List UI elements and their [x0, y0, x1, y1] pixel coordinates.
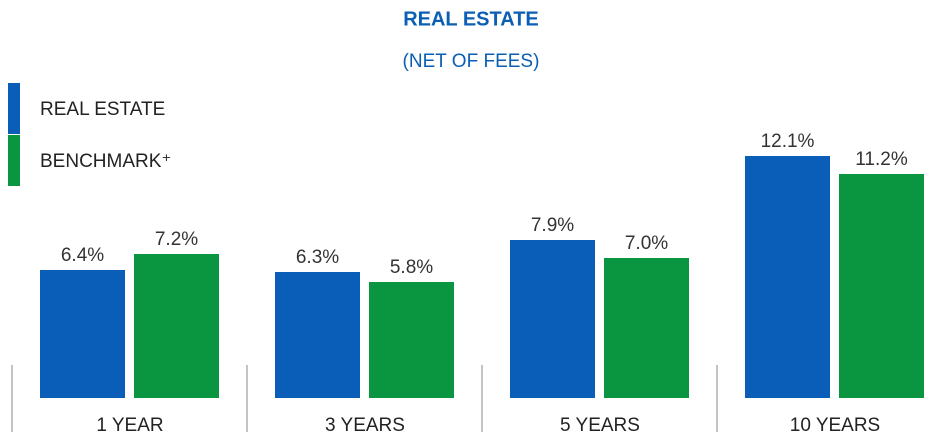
bar	[134, 254, 219, 398]
bar	[40, 270, 125, 398]
bar	[510, 240, 595, 398]
value-label: 12.1%	[761, 131, 815, 152]
x-tick-label: 3 YEARS	[325, 415, 405, 436]
x-tick-label: 5 YEARS	[560, 415, 640, 436]
bar	[745, 156, 830, 398]
value-label: 6.4%	[61, 245, 104, 266]
bar	[369, 282, 454, 398]
bar	[604, 258, 689, 398]
value-label: 7.0%	[625, 233, 668, 254]
bar	[839, 174, 924, 398]
legend-swatch	[8, 135, 20, 186]
legend-swatch	[8, 83, 20, 134]
value-label: 11.2%	[855, 149, 908, 170]
bar	[275, 272, 360, 398]
legend-label: BENCHMARK⁺	[40, 151, 171, 172]
value-label: 7.9%	[531, 215, 574, 236]
x-tick-label: 10 YEARS	[790, 415, 880, 436]
chart-subtitle: (NET OF FEES)	[403, 51, 540, 72]
chart-title: REAL ESTATE	[403, 8, 539, 30]
value-label: 5.8%	[390, 257, 433, 278]
legend-label: REAL ESTATE	[40, 99, 165, 120]
x-tick-label: 1 YEAR	[96, 415, 163, 436]
value-label: 6.3%	[296, 247, 339, 268]
value-label: 7.2%	[155, 229, 198, 250]
